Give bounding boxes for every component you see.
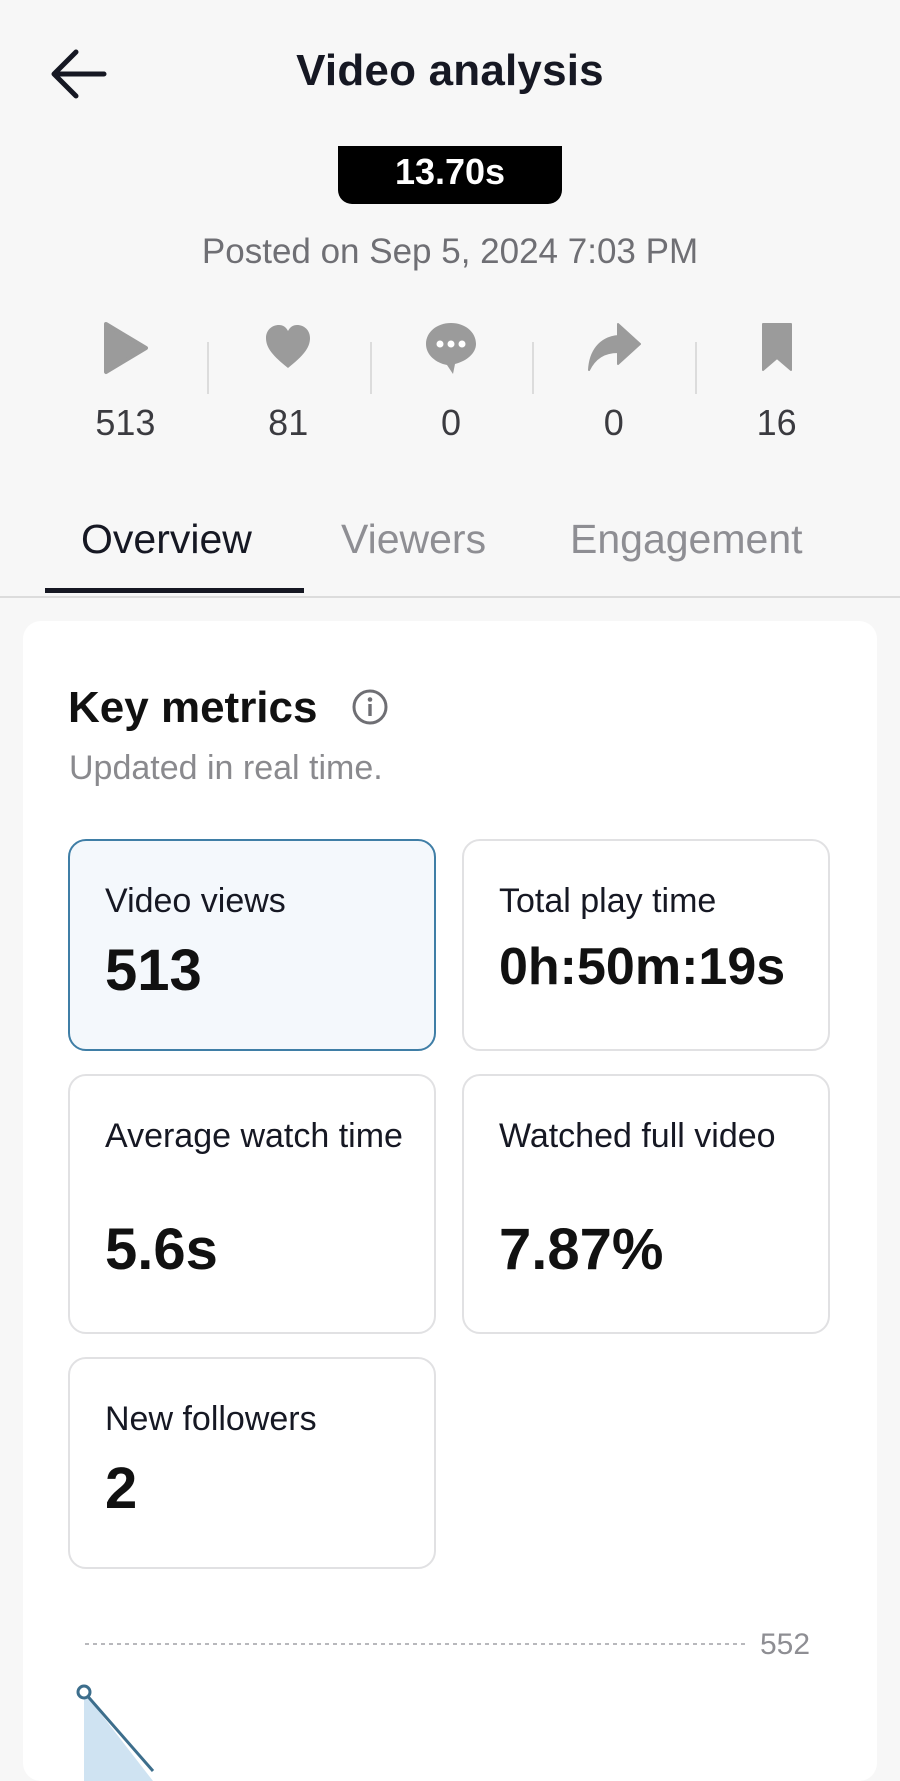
views-chart: 552 [76,1628,810,1781]
metric-label: Average watch time [105,1117,403,1155]
metric-watched-full-video[interactable]: Watched full video 7.87% [462,1074,830,1334]
bookmark-icon [695,318,858,378]
metric-video-views[interactable]: Video views 513 [68,839,436,1051]
back-button[interactable] [46,44,110,104]
stat-views: 513 [44,318,207,448]
stat-likes: 81 [206,318,370,448]
metric-value: 7.87% [499,1217,664,1282]
metric-new-followers[interactable]: New followers 2 [68,1357,436,1569]
share-icon [532,318,695,378]
arrow-left-icon [51,49,107,99]
chart-max-label: 552 [760,1628,810,1661]
metric-label: Watched full video [499,1117,776,1155]
tab-engagement[interactable]: Engagement [570,516,803,562]
metric-label: New followers [105,1400,317,1438]
chart-point [76,1684,92,1700]
likes-count: 81 [268,402,309,443]
comment-icon [370,318,533,378]
metric-average-watch-time[interactable]: Average watch time 5.6s [68,1074,436,1334]
metric-label: Video views [105,882,286,920]
section-title: Key metrics [68,683,318,732]
posted-date: Posted on Sep 5, 2024 7:03 PM [201,232,699,271]
stat-saves: 16 [695,318,858,448]
duration-badge: 13.70s [338,146,562,204]
saves-count: 16 [756,402,797,443]
tab-viewers[interactable]: Viewers [341,516,487,562]
metric-value: 0h:50m:19s [499,938,786,996]
metric-total-play-time[interactable]: Total play time 0h:50m:19s [462,839,830,1051]
stat-shares: 0 [532,318,695,448]
metric-label: Total play time [499,882,717,920]
metric-value: 513 [105,938,202,1003]
comments-count: 0 [440,402,461,443]
page-title: Video analysis [296,46,604,95]
header: Video analysis [0,0,900,150]
key-metrics-card: Key metrics Updated in real time. Video … [23,621,877,1781]
stats-row: 513 81 0 0 16 [44,318,858,448]
views-count: 513 [95,402,156,443]
metric-value: 5.6s [105,1217,218,1282]
play-icon [44,318,207,378]
active-tab-indicator [45,588,304,593]
tab-bar: Overview Viewers Engagement [0,500,900,598]
stat-comments: 0 [369,318,533,448]
metric-value: 2 [105,1456,138,1521]
tab-overview[interactable]: Overview [81,516,252,562]
shares-count: 0 [603,402,624,443]
heart-icon [207,318,370,378]
section-subtitle: Updated in real time. [69,749,383,787]
info-icon[interactable] [351,688,389,726]
